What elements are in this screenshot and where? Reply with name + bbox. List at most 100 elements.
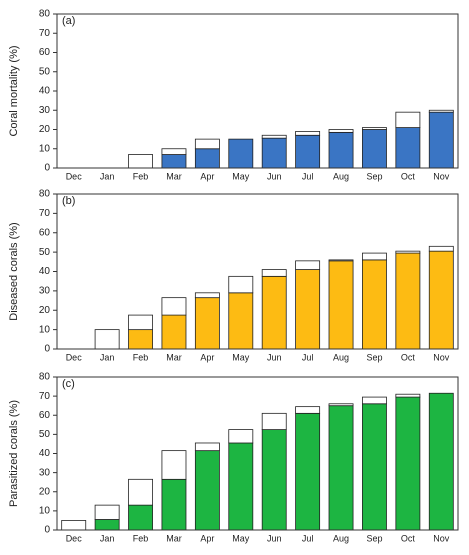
- y-tick-label: 30: [39, 286, 51, 297]
- x-tick-label: Jul: [302, 171, 314, 181]
- x-tick-label: Nov: [433, 171, 450, 181]
- y-tick-label: 50: [39, 247, 51, 258]
- bar-segment: [261, 137, 287, 169]
- bar-segment: [428, 109, 454, 113]
- bar-segment: [428, 245, 454, 252]
- x-tick-label: Aug: [333, 171, 349, 181]
- bar-segment: [161, 314, 187, 350]
- x-tick-label: Dec: [66, 533, 83, 543]
- bar-segment: [161, 297, 187, 316]
- y-tick-label: 40: [39, 266, 51, 277]
- bar-segment: [128, 329, 153, 350]
- x-tick-label: Sep: [366, 533, 382, 543]
- x-tick-label: May: [232, 352, 250, 362]
- bar-segment: [395, 127, 421, 169]
- x-tick-label: Jun: [267, 352, 282, 362]
- bar-segment: [61, 520, 87, 531]
- bar-segment: [428, 392, 454, 531]
- bar-segment: [362, 396, 387, 405]
- bar-segment: [328, 403, 354, 407]
- bar-segment: [395, 252, 421, 350]
- x-tick-label: Feb: [133, 533, 149, 543]
- bar-segment: [161, 450, 187, 480]
- x-tick-label: Sep: [366, 171, 382, 181]
- bar-segment: [128, 314, 153, 331]
- bar-segment: [194, 450, 220, 531]
- y-tick-label: 60: [39, 410, 51, 421]
- x-tick-label: Jul: [302, 352, 314, 362]
- bar-segment: [328, 129, 354, 133]
- y-tick-label: 20: [39, 124, 51, 135]
- y-tick-label: 10: [39, 143, 51, 154]
- plot-frame: [56, 13, 459, 169]
- x-tick-label: Aug: [333, 533, 349, 543]
- x-tick-label: Feb: [133, 352, 149, 362]
- y-tick-label: 80: [39, 372, 51, 383]
- y-tick-label: 20: [39, 305, 51, 316]
- y-tick-label: 50: [39, 429, 51, 440]
- x-tick-label: Mar: [166, 171, 182, 181]
- bar-segment: [295, 269, 321, 350]
- y-tick-label: 50: [39, 66, 51, 77]
- x-tick-label: Oct: [401, 171, 416, 181]
- y-tick-label: 70: [39, 28, 51, 39]
- y-tick-label: 80: [39, 9, 51, 20]
- y-axis-label: Parasitized corals (%): [8, 400, 20, 507]
- bar-segment: [395, 396, 421, 531]
- y-tick-label: 70: [39, 391, 51, 402]
- bar-segment: [228, 442, 254, 531]
- bar-segment: [362, 403, 387, 531]
- bar-segment: [295, 412, 321, 531]
- bar-segment: [194, 148, 220, 169]
- panel-label: (a): [62, 15, 75, 27]
- y-tick-label: 70: [39, 208, 51, 219]
- bar-segment: [194, 297, 220, 350]
- bar-segment: [161, 148, 187, 155]
- y-tick-label: 0: [44, 525, 50, 536]
- bar-segment: [228, 292, 254, 350]
- x-tick-label: Apr: [200, 352, 214, 362]
- y-tick-label: 60: [39, 47, 51, 58]
- bar-segment: [128, 504, 153, 531]
- plot-frame: [56, 376, 459, 531]
- bar-segment: [362, 252, 387, 261]
- x-tick-label: Feb: [133, 171, 149, 181]
- bar-segment: [228, 138, 254, 169]
- x-tick-label: Jul: [302, 533, 314, 543]
- plot-frame: [56, 193, 459, 350]
- bar-segment: [295, 131, 321, 136]
- x-tick-label: Jan: [100, 352, 115, 362]
- x-tick-label: Mar: [166, 352, 182, 362]
- y-tick-label: 30: [39, 105, 51, 116]
- y-tick-label: 10: [39, 324, 51, 335]
- bar-segment: [128, 478, 153, 506]
- bar-segment: [94, 329, 120, 350]
- bar-segment: [328, 131, 354, 169]
- y-tick-label: 40: [39, 86, 51, 97]
- y-tick-label: 40: [39, 448, 51, 459]
- bar-segment: [161, 478, 187, 531]
- x-tick-label: Dec: [66, 171, 83, 181]
- bar-segment: [428, 111, 454, 169]
- y-axis-label: Coral mortality (%): [8, 45, 20, 136]
- y-tick-label: 80: [39, 189, 51, 200]
- bar-segment: [261, 429, 287, 531]
- bar-segment: [328, 260, 354, 350]
- bar-segment: [228, 429, 254, 444]
- x-tick-label: Jun: [267, 533, 282, 543]
- bar-segment: [295, 134, 321, 169]
- bar-segment: [362, 259, 387, 350]
- x-tick-label: May: [232, 533, 250, 543]
- bar-segment: [261, 412, 287, 430]
- y-tick-label: 20: [39, 486, 51, 497]
- x-tick-label: Mar: [166, 533, 182, 543]
- bar-segment: [295, 406, 321, 414]
- x-tick-label: May: [232, 171, 250, 181]
- panel-label: (c): [62, 378, 75, 390]
- y-tick-label: 0: [44, 163, 50, 174]
- bar-segment: [261, 269, 287, 277]
- x-tick-label: Jan: [100, 533, 115, 543]
- bar-segment: [194, 442, 220, 452]
- bar-segment: [328, 259, 354, 262]
- bar-segment: [194, 138, 220, 150]
